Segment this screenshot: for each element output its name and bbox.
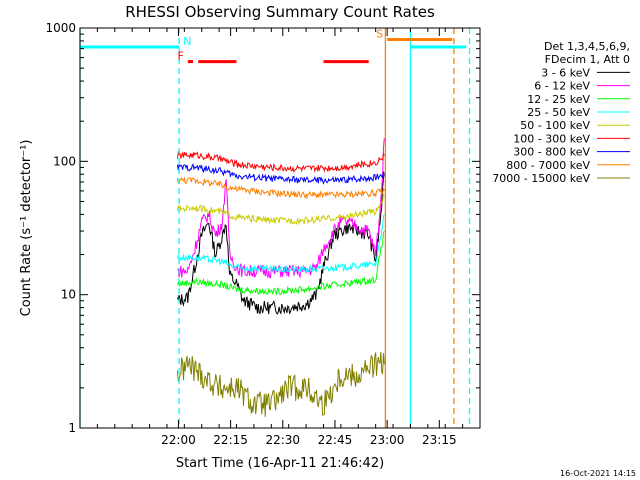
legend-header-1: Det 1,3,4,5,6,9,: [544, 40, 630, 53]
legend-label-100-300-kev: 100 - 300 keV: [513, 132, 590, 145]
legend-label-800-7000-kev: 800 - 7000 keV: [506, 159, 590, 172]
legend-label-25-50-kev: 25 - 50 keV: [527, 106, 590, 119]
legend-label-50-100-kev: 50 - 100 keV: [520, 119, 590, 132]
legend-label-300-800-kev: 300 - 800 keV: [513, 146, 590, 159]
legend-label-6-12-kev: 6 - 12 keV: [534, 80, 590, 93]
legend-header-2: FDecim 1, Att 0: [545, 53, 630, 66]
flag-label-f: F: [177, 50, 183, 63]
y-axis-label: Count Rate (s⁻¹ detector⁻¹): [19, 140, 34, 317]
x-tick-label: 22:30: [265, 433, 300, 447]
series-line-12-25-kev: [176, 230, 385, 296]
series-line-100-300-kev: [176, 150, 385, 174]
series-line-3-6-kev: [176, 174, 385, 315]
series-line-7000-15000-kev: [176, 352, 385, 417]
series-line-6-12-kev: [177, 137, 385, 279]
flag-layer: N S F: [80, 27, 467, 64]
legend-label-12-25-kev: 12 - 25 keV: [527, 93, 590, 106]
legend-label-3-6-kev: 3 - 6 keV: [541, 66, 590, 79]
y-tick-label: 10: [61, 288, 76, 302]
x-axis-label: Start Time (16-Apr-11 21:46:42): [176, 456, 384, 471]
chart-title: RHESSI Observing Summary Count Rates: [125, 3, 435, 21]
series-line-800-7000-kev: [176, 176, 385, 200]
series-line-50-100-kev: [176, 192, 385, 226]
x-tick-label: 22:15: [213, 433, 248, 447]
series-line-300-800-kev: [176, 163, 385, 185]
x-tick-label: 23:00: [370, 433, 405, 447]
flag-label-n: N: [183, 35, 191, 48]
series-layer: [176, 137, 385, 417]
x-tick-label: 22:00: [161, 433, 196, 447]
y-tick-label: 1000: [45, 21, 76, 35]
x-tick-label: 22:45: [318, 433, 353, 447]
legend: Det 1,3,4,5,6,9,FDecim 1, Att 03 - 6 keV…: [492, 40, 630, 185]
legend-label-7000-15000-kev: 7000 - 15000 keV: [492, 172, 590, 185]
axis-layer: 22:00 22:15 22:30 22:45 23:00 23:15 1 10 100 1000: [45, 21, 481, 447]
y-tick-label: 100: [53, 154, 76, 168]
y-tick-label: 1: [68, 421, 76, 435]
series-line-25-50-kev: [176, 214, 385, 274]
flag-label-s: S: [376, 27, 383, 40]
marker-layer: [79, 28, 471, 428]
x-tick-label: 23:15: [422, 433, 457, 447]
footer-date: 16-Oct-2021 14:15: [560, 469, 636, 478]
plot-frame: [79, 27, 481, 429]
